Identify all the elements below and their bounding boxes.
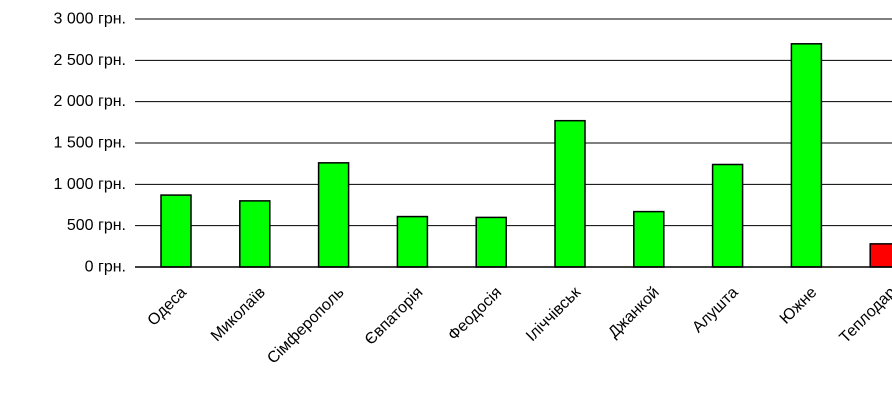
x-category-label: Южне: [777, 284, 821, 328]
bar: [633, 210, 665, 268]
bar: [790, 43, 823, 268]
y-tick-label: 3 000 грн.: [54, 11, 127, 28]
bar: [554, 119, 586, 268]
x-category-label: Сімферополь: [264, 284, 347, 367]
y-tick-label: 2 500 грн.: [54, 52, 127, 69]
x-category-label: Теплодар: [837, 284, 892, 347]
y-tick-label: 500 грн.: [67, 217, 126, 234]
bar: [160, 194, 192, 268]
bar: [475, 216, 507, 268]
y-tick-label: 1 000 грн.: [54, 176, 127, 193]
bar: [711, 163, 744, 268]
x-category-label: Джанкой: [605, 284, 662, 341]
bar: [239, 200, 271, 268]
bars: [160, 43, 892, 268]
x-category-label: Євпаторія: [362, 284, 427, 349]
y-tick-label: 1 500 грн.: [54, 135, 127, 152]
bar: [317, 162, 350, 268]
y-tick-label: 2 000 грн.: [54, 93, 127, 110]
x-category-label: Іліччівськ: [523, 283, 585, 345]
x-category-label: Алушта: [689, 284, 741, 336]
bar: [396, 215, 429, 268]
y-axis-tick-labels: 0 грн. 500 грн. 1 000 грн. 1 500 грн. 2 000 …: [54, 11, 127, 276]
y-tick-label: 0 грн.: [85, 259, 126, 276]
x-category-label: Одеса: [145, 284, 190, 329]
x-category-label: Миколаїв: [208, 284, 269, 345]
bar: [869, 243, 892, 268]
gridlines: [135, 18, 892, 227]
x-category-label: Феодосія: [445, 284, 505, 344]
